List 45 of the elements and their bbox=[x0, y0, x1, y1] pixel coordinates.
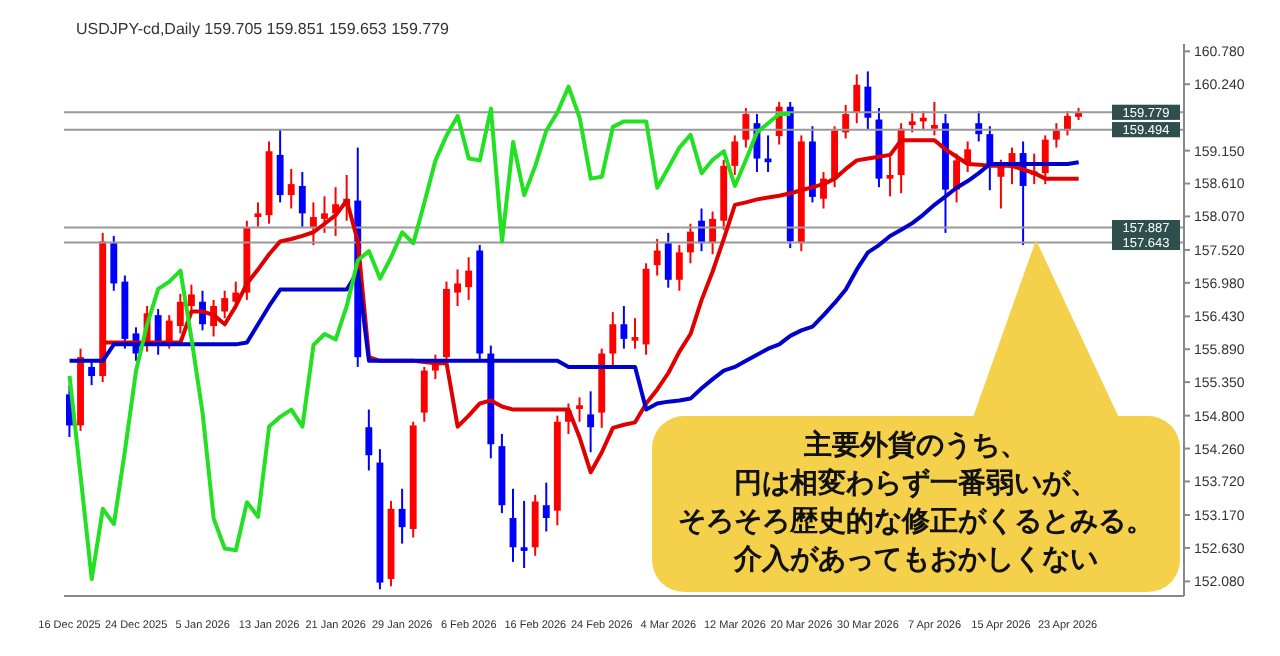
candlestick bbox=[110, 234, 118, 292]
candlestick bbox=[620, 304, 628, 350]
candlestick bbox=[321, 195, 328, 234]
candlestick bbox=[930, 100, 938, 137]
annotation: 介入があってもおかしくない bbox=[734, 542, 1098, 580]
candlestick bbox=[864, 70, 872, 131]
candlestick bbox=[287, 167, 295, 210]
candlestick bbox=[587, 390, 595, 454]
candlestick bbox=[742, 106, 750, 149]
candlestick bbox=[908, 110, 916, 134]
candlestick bbox=[465, 256, 473, 301]
candlestick bbox=[276, 128, 284, 204]
candlestick bbox=[542, 481, 550, 533]
candlestick bbox=[531, 493, 539, 557]
candlestick bbox=[853, 73, 861, 125]
candlestick bbox=[309, 201, 317, 247]
candlestick bbox=[176, 292, 184, 335]
candlestick bbox=[953, 152, 960, 204]
candlestick bbox=[986, 125, 994, 192]
candlestick bbox=[520, 499, 528, 569]
candlestick bbox=[187, 283, 195, 314]
candlestick bbox=[664, 231, 672, 289]
candlestick bbox=[675, 244, 683, 292]
candlestick bbox=[731, 134, 739, 176]
candlestick bbox=[1052, 122, 1060, 149]
annotation: 主要外貨のうち、 bbox=[804, 428, 1028, 466]
candlestick bbox=[221, 289, 229, 320]
candlestick bbox=[653, 237, 661, 277]
annotation: そろそろ歴史的な修正がくるとみる。 bbox=[678, 504, 1154, 542]
candlestick bbox=[631, 317, 639, 350]
candlestick bbox=[454, 268, 461, 307]
candlestick bbox=[88, 359, 96, 387]
chart-title: USDJPY-cd,Daily 159.705 159.851 159.653 159.779 bbox=[76, 20, 450, 38]
candlestick bbox=[298, 170, 306, 228]
candlestick bbox=[365, 408, 373, 472]
candlestick bbox=[154, 308, 162, 356]
candlestick bbox=[254, 201, 262, 228]
candlestick bbox=[398, 487, 406, 545]
candlestick bbox=[1064, 110, 1071, 137]
candlestick bbox=[165, 314, 173, 350]
candlestick bbox=[609, 311, 617, 368]
candlestick bbox=[886, 155, 894, 198]
annotation: 円は相変わらず一番弱いが、 bbox=[734, 466, 1098, 504]
candlestick bbox=[576, 396, 583, 423]
candlestick bbox=[420, 365, 428, 423]
